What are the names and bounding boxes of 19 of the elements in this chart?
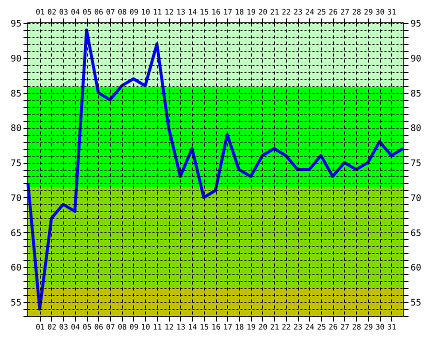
- y2-tick-label: 80: [410, 124, 422, 134]
- y-tick-label: 55: [10, 298, 22, 309]
- y-tick-label: 85: [10, 89, 22, 100]
- y-tick-label: 65: [10, 228, 22, 239]
- y2-tick-label: 55: [410, 298, 422, 309]
- line-series: [26, 28, 404, 311]
- y-tick-label: 80: [10, 124, 22, 134]
- y2-tick-label: 65: [410, 228, 422, 239]
- y-tick-label: 90: [10, 54, 22, 64]
- y2-tick-label: 85: [410, 89, 422, 100]
- y-tick-label: 60: [10, 264, 22, 274]
- y-tick-label: 70: [10, 194, 22, 204]
- y2-tick-label: 60: [410, 264, 422, 274]
- y2-tick-label: 75: [410, 159, 422, 170]
- y-tick-label: 75: [10, 159, 22, 170]
- y2-tick-label: 90: [410, 54, 422, 64]
- y2-tick-label: 95: [410, 20, 422, 30]
- y-tick-label: 95: [10, 20, 22, 30]
- y2-tick-label: 70: [410, 194, 422, 204]
